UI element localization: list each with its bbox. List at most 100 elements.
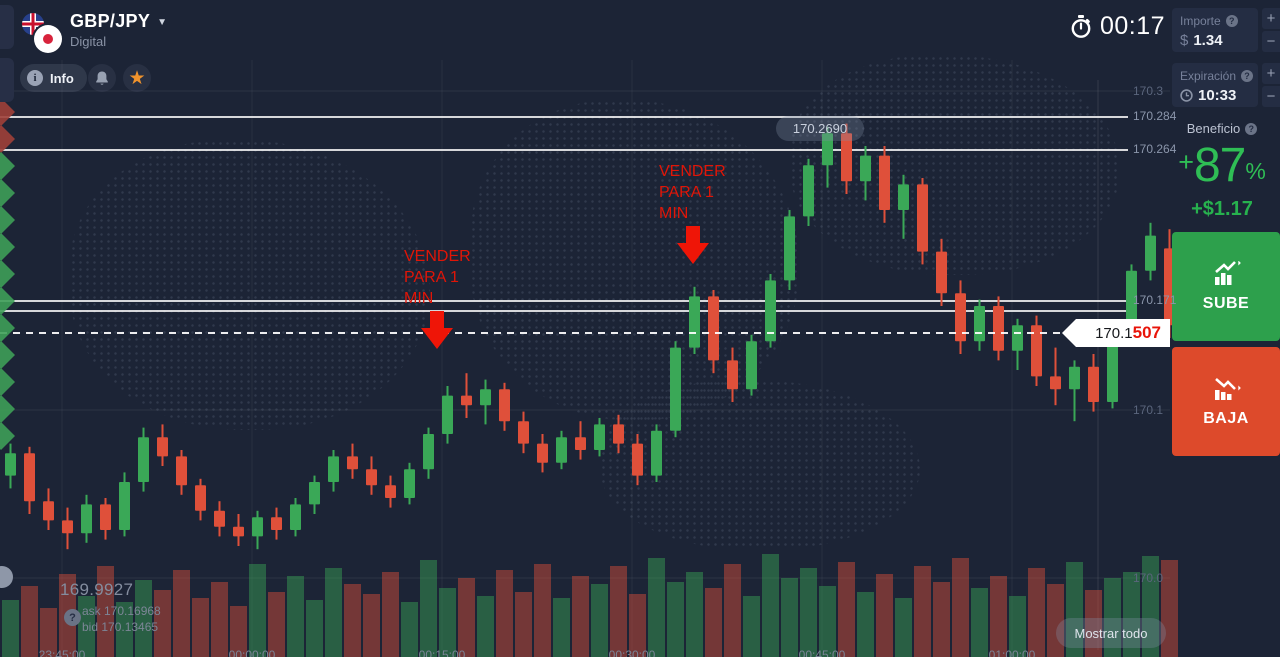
volume-bar [1009,596,1026,657]
candle-body [613,424,624,444]
chart-up-icon [1215,260,1241,285]
volume-bar [705,588,722,657]
volume-bar [781,578,798,657]
amount-decrease-button[interactable]: − [1262,31,1280,52]
expiration-decrease-button[interactable]: − [1262,86,1280,107]
sentiment-diamond [0,260,15,288]
candle-body [556,437,567,463]
put-button-label: BAJA [1203,409,1249,427]
candle-body [727,360,738,390]
volume-bar [1085,590,1102,657]
amount-increase-button[interactable]: + [1262,8,1280,29]
asset-selector[interactable]: GBP/JPY ▼ [70,11,167,32]
sentiment-diamond [0,152,15,180]
candle-body [974,306,985,342]
japan-flag-icon [34,25,62,53]
candle-body [290,504,301,530]
current-price-suffix: 507 [1132,323,1161,342]
amount-panel[interactable]: Importe ? $ 1.34 [1172,8,1258,52]
notifications-button[interactable] [88,64,116,92]
volume-bar [743,596,760,657]
volume-bar [21,586,38,657]
volume-bar [1066,562,1083,657]
volume-bar [230,606,247,657]
candle-body [5,453,16,476]
candle-body [214,510,225,527]
volume-bar [724,564,741,657]
candle-body [879,155,890,210]
left-handle[interactable] [0,566,13,588]
volume-bar [553,598,570,657]
volume-bar [629,594,646,657]
time-axis-label: 00:00:00 [228,648,276,657]
volume-bar [1047,584,1064,657]
candle-body [480,389,491,406]
profit-percent-sign: % [1245,158,1266,184]
stopwatch-icon [1071,14,1091,38]
volume-bar [952,558,969,657]
volume-bar [572,576,589,657]
candle-body [765,280,776,342]
volume-bar [192,598,209,657]
time-axis-label: 01:00:00 [988,648,1036,657]
price-axis-label: 170.1 [1133,403,1164,417]
info-button[interactable]: i Info [20,64,87,92]
help-icon[interactable]: ? [1241,70,1254,82]
info-icon: i [27,70,43,86]
volume-bar [40,608,57,657]
volume-bar [211,582,228,657]
volume-bar [116,602,133,657]
show-all-button[interactable]: Mostrar todo [1056,618,1166,648]
volume-bar [325,568,342,657]
volume-bar [1123,572,1140,657]
candle-body [309,482,320,505]
sell-arrow-icon [677,226,709,264]
expiration-increase-button[interactable]: + [1262,63,1280,84]
put-button[interactable]: BAJA [1172,347,1280,456]
volume-bar [287,576,304,657]
chart-down-icon [1215,377,1241,400]
volume-bar [971,588,988,657]
volume-bar [933,582,950,657]
volume-bar [914,566,931,657]
volume-bar [591,584,608,657]
volume-bar [1028,568,1045,657]
candle-body [81,504,92,534]
volume-bar [1161,560,1178,657]
volume-bar [78,596,95,657]
strike-price-label: 170.264 [1133,142,1177,156]
candle-body [176,456,187,486]
time-axis-label: 00:15:00 [418,648,466,657]
expiration-label: Expiración [1180,69,1237,83]
candle-body [195,485,206,511]
candle-body [1107,334,1118,402]
volume-bar [838,562,855,657]
expiration-panel[interactable]: Expiración ? 10:33 [1172,63,1258,107]
volume-bar [667,582,684,657]
help-icon[interactable]: ? [1225,15,1238,27]
candle-body [43,501,54,521]
candle-body [385,485,396,498]
candle-body [119,482,130,530]
profit-number: 87 [1193,139,1246,192]
profit-plus: + [1178,147,1194,177]
candle-body [746,341,757,390]
volume-bar [268,592,285,657]
favorite-button[interactable]: ★ [123,64,151,92]
call-button[interactable]: SUBE [1172,232,1280,341]
candle-body [271,517,282,530]
quote-ask: ask 170.16968 [82,604,161,618]
volume-bar [857,592,874,657]
candle-body [917,184,928,252]
volume-bar [819,586,836,657]
volume-bar [420,560,437,657]
volume-bar [876,574,893,657]
price-axis-label: 170.3 [1133,84,1164,98]
sentiment-diamond [0,206,15,234]
help-icon[interactable]: ? [1245,122,1258,135]
candle-body [1126,270,1137,335]
help-icon[interactable]: ? [64,609,81,626]
sentiment-diamond [0,314,15,342]
candle-body [670,347,681,431]
